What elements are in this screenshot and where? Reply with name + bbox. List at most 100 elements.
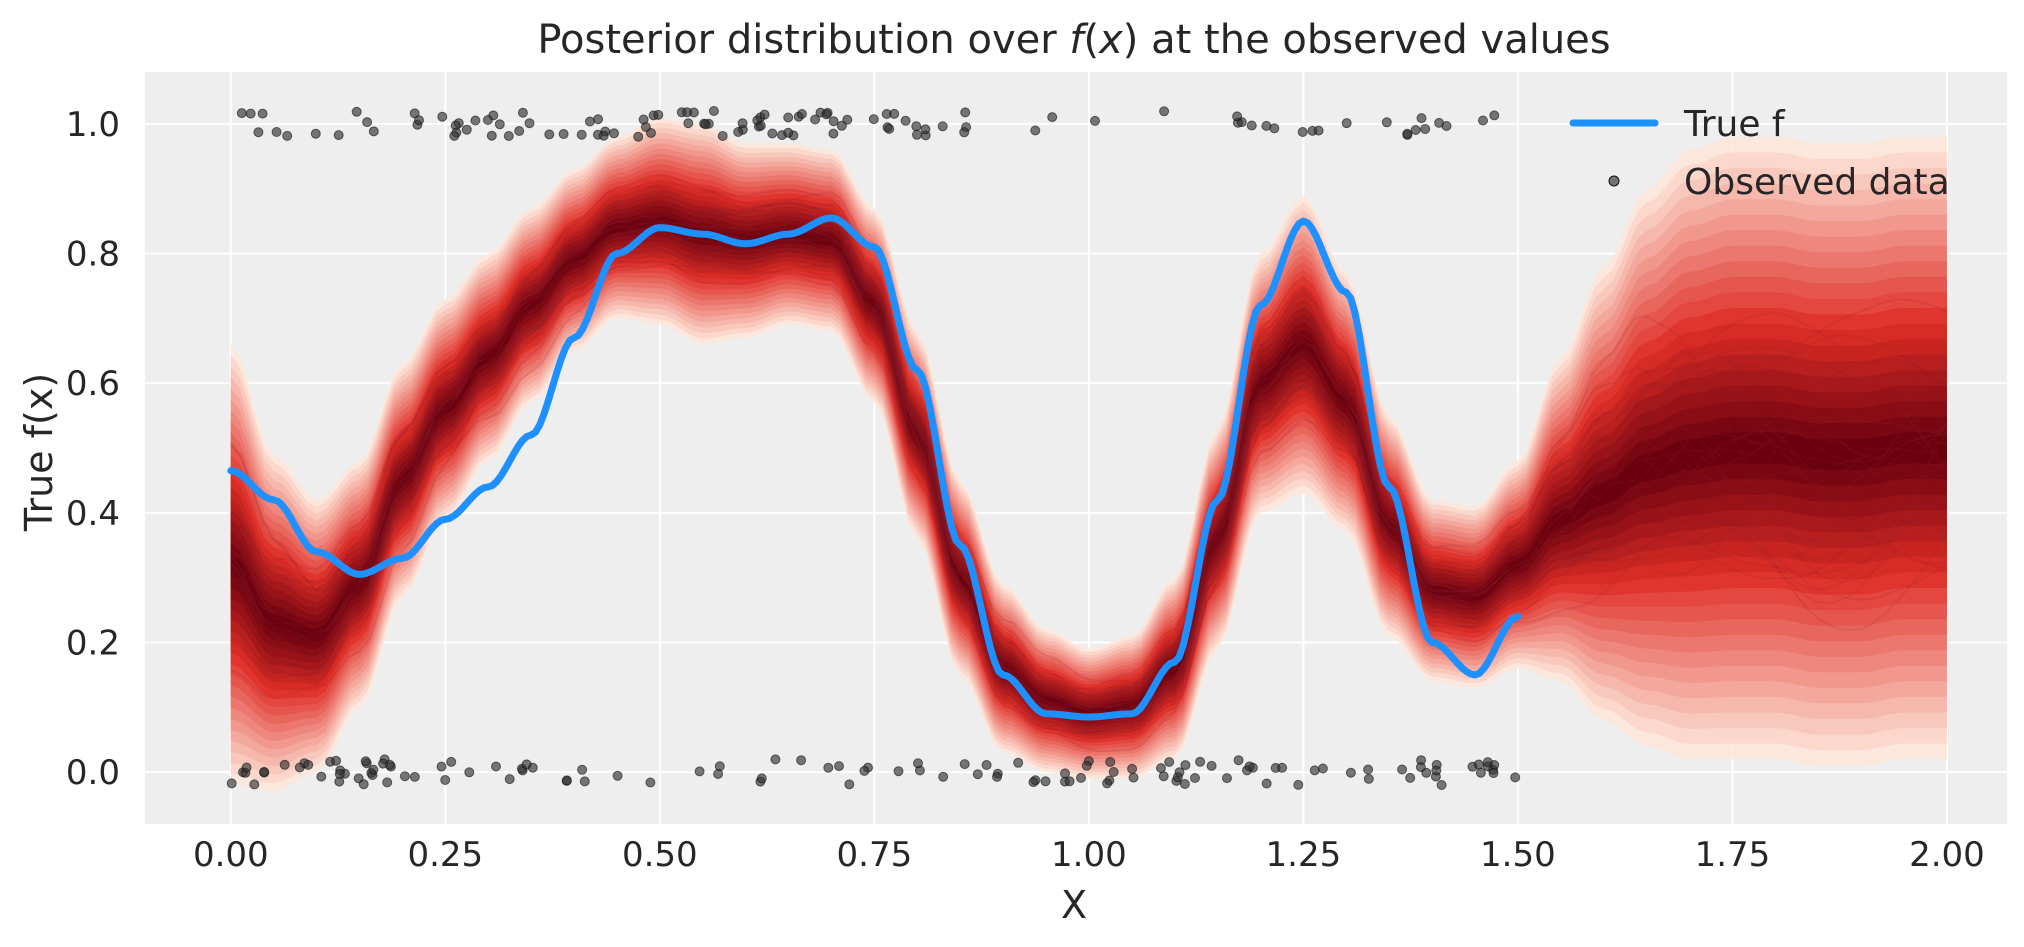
observed-point [770,754,781,765]
observed-point [1297,127,1308,137]
observed-point [1381,117,1392,128]
observed-point [828,128,839,139]
observed-point [257,108,268,119]
observed-point [598,130,609,141]
observed-point [1028,777,1039,788]
observed-point [1060,768,1070,779]
observed-point [1172,772,1183,783]
observed-point [834,761,844,772]
observed-point [959,759,970,770]
observed-point [844,779,855,790]
observed-point [245,108,256,119]
posterior-sample-line [230,203,1947,738]
observed-point [1090,115,1100,126]
observed-point [1488,768,1499,779]
observed-point [486,130,497,141]
observed-point [1030,125,1041,136]
posterior-sample-line [229,229,1948,708]
observed-point [282,130,293,141]
observed-point [859,765,870,776]
observed-point [823,762,834,773]
posterior-sample-line [230,201,1948,734]
observed-point [576,129,587,140]
observed-point [1431,765,1442,776]
observed-point [1293,779,1304,790]
posterior-sample-line [230,238,1948,698]
y-tick-label: 0.8 [66,235,120,275]
observed-point [759,109,770,120]
observed-point [836,120,847,131]
posterior-band [230,205,1947,724]
observed-point [893,766,904,777]
posterior-sample-line [230,221,1947,737]
observed-point [992,771,1002,782]
observed-point [1047,112,1058,123]
observed-point [821,109,832,120]
observed-point [733,127,744,137]
posterior-sample-line [230,240,1948,684]
observed-point [1309,765,1320,776]
posterior-bands [230,117,1947,792]
observed-point [561,775,572,786]
observed-point [1510,772,1521,783]
observed-point [1159,106,1170,117]
observed-point [446,756,457,767]
observed-point [645,777,656,788]
observed-point [1482,757,1493,768]
observed-point [920,124,931,135]
observed-point [1108,767,1119,777]
observed-point [884,123,895,134]
posterior-sample-line [229,223,1948,708]
chart-title: Posterior distribution over f(x) at the … [537,17,1610,63]
observed-point [310,128,321,139]
posterior-sample-line [230,233,1948,698]
observed-point [1420,124,1431,134]
observed-point [1164,757,1175,767]
observed-point [294,762,305,773]
observed-point [1415,762,1426,773]
observed-point [900,115,911,126]
observed-point [1416,113,1427,124]
observed-point [593,114,604,125]
observed-point [362,117,373,128]
observed-point [1341,118,1352,129]
observed-point [351,106,362,117]
observed-point [517,107,528,118]
x-tick-label: 2.00 [1909,835,1985,875]
observed-point [333,130,344,141]
observed-point [755,120,766,131]
observed-point [842,114,853,125]
observed-point [1081,760,1092,771]
posterior-sample-line [230,244,1948,692]
observed-point [409,771,420,782]
observed-point [1232,111,1243,122]
observed-point [1261,778,1272,789]
observed-point [449,130,460,141]
observed-point [1313,125,1324,136]
observed-point [503,131,514,141]
observed-point [1180,760,1191,771]
posterior-sample-line [230,221,1948,702]
observed-point [461,124,472,135]
observed-point [584,116,595,127]
posterior-sample-line [229,220,1948,696]
observed-point [911,121,922,132]
y-tick-label: 1.0 [66,105,120,145]
observed-point [1064,776,1075,787]
observed-point [653,109,664,120]
posterior-sample-line [230,212,1948,727]
true-f-series [227,214,1522,721]
observed-point [259,766,270,777]
posterior-sample-line [230,232,1948,716]
observed-point [717,131,728,141]
observed-point [1105,757,1116,767]
observed-point [783,112,794,123]
observed-point [440,775,451,785]
observed-point [514,126,525,136]
observed-point [1102,778,1113,789]
posterior-sample-line [230,231,1947,709]
observed-point [1156,763,1166,774]
observed-point [796,755,807,766]
x-tick-label: 0.25 [407,835,483,875]
